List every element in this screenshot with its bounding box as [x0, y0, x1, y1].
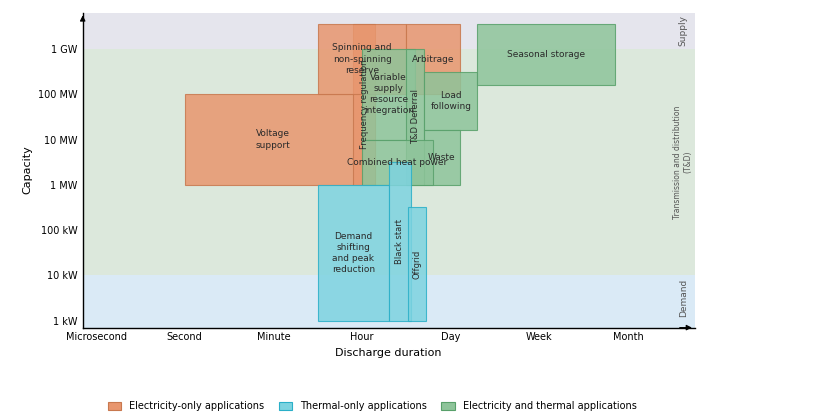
Text: Frequency regulation: Frequency regulation: [360, 60, 369, 149]
Bar: [83, 276, 695, 328]
Text: Black start: Black start: [395, 219, 404, 264]
Bar: [83, 49, 695, 276]
Bar: [318, 185, 389, 321]
Bar: [389, 162, 411, 321]
Text: Demand
shifting
and peak
reduction: Demand shifting and peak reduction: [332, 232, 375, 274]
Text: Variable
supply
resource
integration: Variable supply resource integration: [364, 73, 414, 116]
Text: Load
following: Load following: [430, 91, 471, 111]
Bar: [318, 24, 406, 94]
Text: Spinning and
non-spinning
reserve: Spinning and non-spinning reserve: [332, 43, 392, 75]
X-axis label: Discharge duration: Discharge duration: [336, 348, 442, 358]
Bar: [477, 24, 614, 85]
Text: Seasonal storage: Seasonal storage: [507, 50, 586, 59]
Text: Combined heat power: Combined heat power: [347, 158, 447, 167]
Legend: Electricity-only applications, Thermal-only applications, Electricity and therma: Electricity-only applications, Thermal-o…: [103, 397, 641, 415]
Y-axis label: Capacity: Capacity: [22, 146, 32, 194]
Bar: [353, 24, 375, 185]
Bar: [424, 131, 460, 185]
Text: Waste: Waste: [428, 153, 456, 162]
Bar: [409, 207, 426, 321]
Text: Arbitrage: Arbitrage: [412, 55, 454, 63]
Bar: [362, 139, 433, 185]
Bar: [406, 49, 424, 185]
Text: Transmission and distribution
(T&D): Transmission and distribution (T&D): [673, 105, 693, 219]
Text: Voltage
support: Voltage support: [256, 129, 291, 150]
Bar: [184, 94, 362, 185]
Text: Demand: Demand: [679, 279, 687, 317]
Bar: [406, 24, 460, 94]
Bar: [424, 71, 477, 131]
Text: T&D Deferral: T&D Deferral: [411, 89, 420, 144]
Bar: [362, 49, 415, 139]
Text: Supply: Supply: [679, 15, 687, 46]
Text: Offgrid: Offgrid: [413, 249, 422, 279]
Bar: [83, 13, 695, 49]
